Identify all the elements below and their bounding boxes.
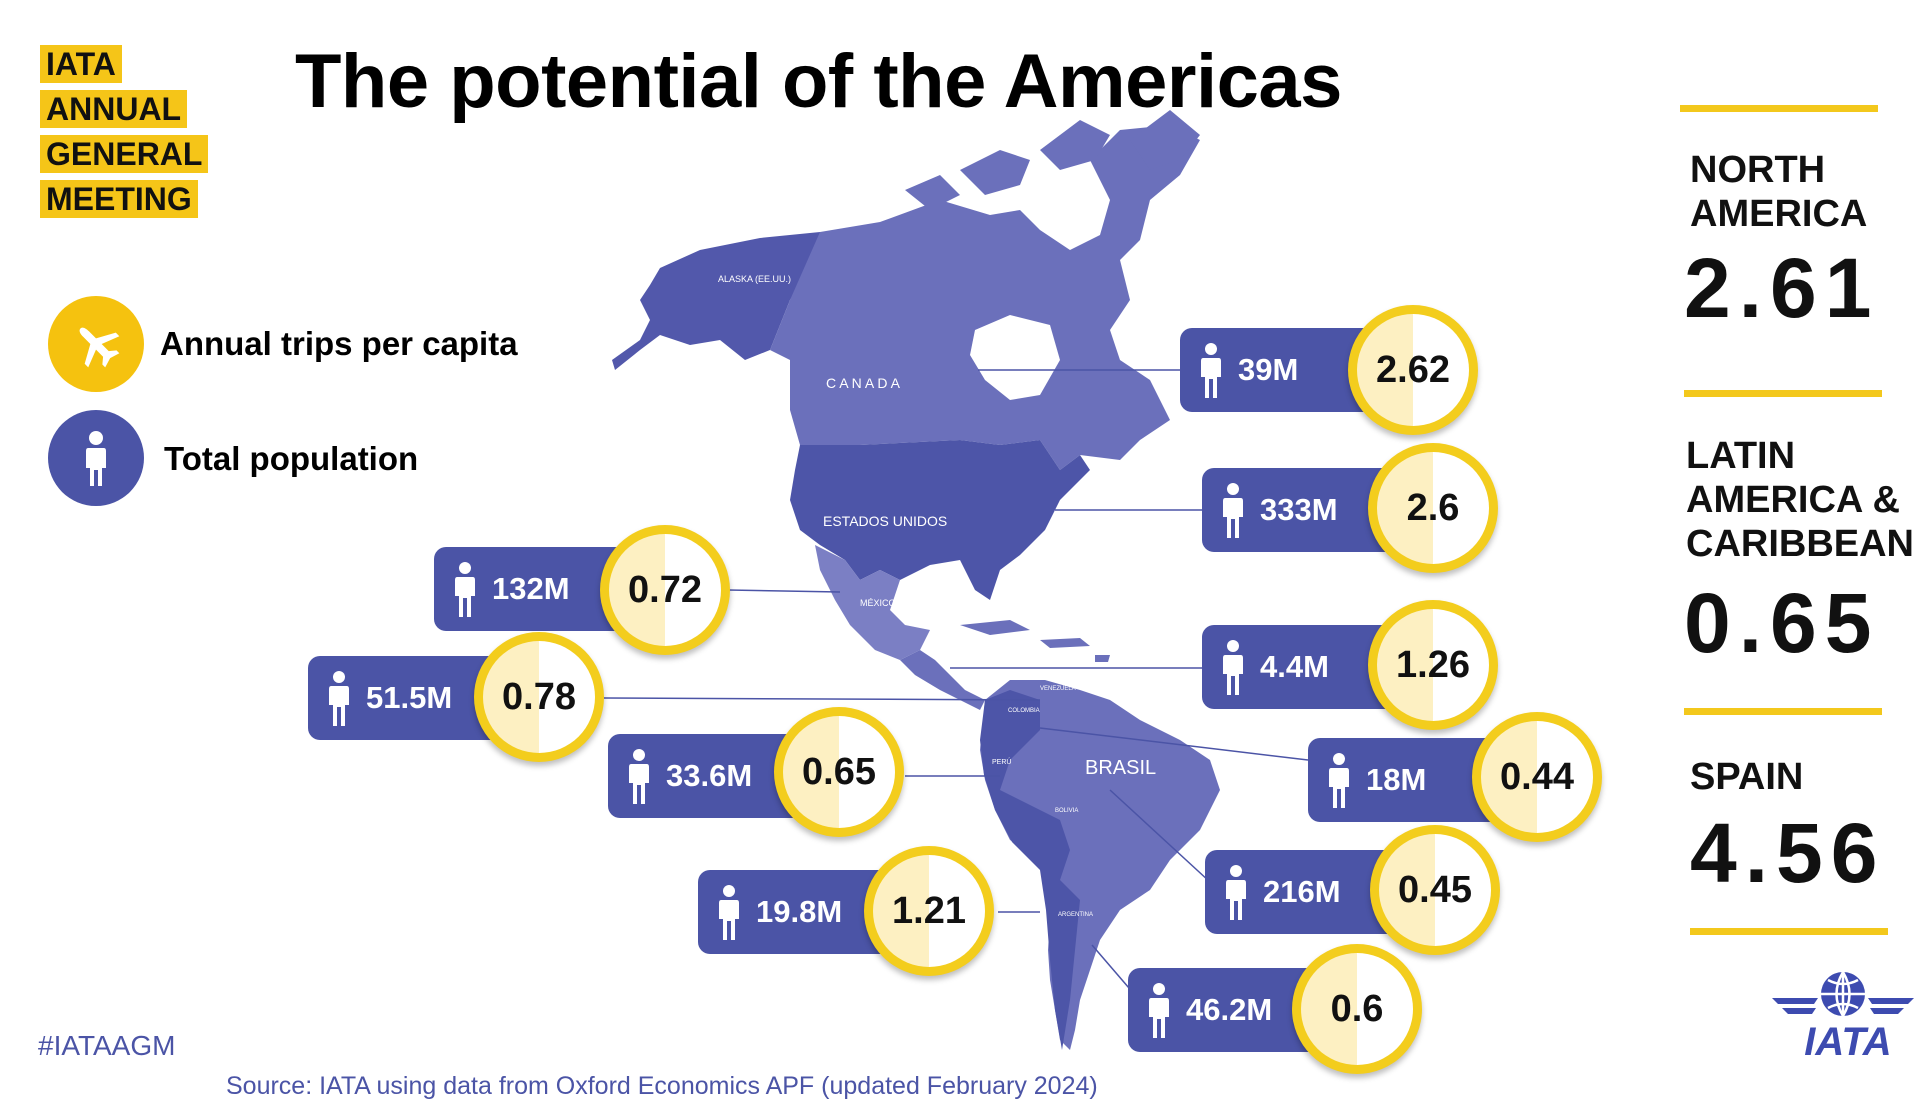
person-icon xyxy=(455,562,475,617)
trips-value: 2.6 xyxy=(1406,487,1460,529)
population-value: 216M xyxy=(1263,874,1341,909)
map-label-peru: PERÚ xyxy=(992,757,1011,766)
population-value: 4.4M xyxy=(1260,649,1329,684)
trips-value: 2.62 xyxy=(1376,349,1450,391)
agm-logo-line-3: GENERAL xyxy=(40,135,209,173)
page-title: The potential of the Americas xyxy=(295,39,1342,124)
population-value: 18M xyxy=(1366,762,1427,797)
person-icon xyxy=(48,410,144,506)
central-america-shape xyxy=(900,650,985,710)
hudson-bay-shape xyxy=(970,315,1060,400)
map-label-bolivia: BOLIVIA xyxy=(1055,808,1078,814)
map-label-brasil: BRASIL xyxy=(1085,757,1156,779)
population-value: 51.5M xyxy=(366,680,453,715)
iata-logo: IATA xyxy=(1768,966,1918,1066)
map-label-mexico: MÉXICO xyxy=(860,598,896,608)
usa-shape xyxy=(790,440,1090,600)
person-icon xyxy=(329,671,349,726)
region-name: LATIN xyxy=(1686,435,1796,477)
agm-logo-line-2: ANNUAL xyxy=(40,90,188,128)
agm-logo-line-4: MEETING xyxy=(40,180,198,218)
trips-value: 1.21 xyxy=(892,890,966,932)
legend-population-label: Total population xyxy=(164,440,419,477)
map-label-canada: C A N A D A xyxy=(826,375,901,391)
iata-logo-text: IATA xyxy=(1804,1020,1892,1064)
canada-shape xyxy=(770,125,1200,470)
map-label-venezuela: VENEZUELA xyxy=(1040,686,1076,692)
globe-icon xyxy=(1772,971,1914,1017)
andes-shape xyxy=(980,690,1080,1050)
hashtag: #IATAAGM xyxy=(38,1030,176,1061)
trips-value: 0.65 xyxy=(802,751,876,793)
trips-value: 0.72 xyxy=(628,569,702,611)
map-label-argentina: ARGENTINA xyxy=(1058,912,1093,918)
trips-value: 0.45 xyxy=(1398,869,1472,911)
population-value: 33.6M xyxy=(666,758,753,793)
population-value: 19.8M xyxy=(756,894,843,929)
divider xyxy=(1680,105,1878,112)
region-name: NORTH xyxy=(1690,149,1826,191)
region-name: CARIBBEAN xyxy=(1686,523,1914,565)
divider xyxy=(1684,390,1882,397)
trips-value: 0.44 xyxy=(1500,756,1574,798)
divider xyxy=(1690,928,1888,935)
source-note: Source: IATA using data from Oxford Econ… xyxy=(226,1072,1098,1100)
region-value: 4.56 xyxy=(1690,806,1886,900)
map-label-alaska: ALASKA (EE.UU.) xyxy=(718,274,791,284)
region-value: 2.61 xyxy=(1684,241,1880,335)
arctic-islands-shape xyxy=(905,110,1200,210)
person-icon xyxy=(1149,983,1169,1038)
connector-lines xyxy=(603,369,1309,996)
trips-value: 0.78 xyxy=(502,676,576,718)
map-label-colombia: COLOMBIA xyxy=(1008,708,1040,714)
region-name: AMERICA xyxy=(1690,193,1868,235)
trips-value: 1.26 xyxy=(1396,644,1470,686)
person-icon xyxy=(1329,753,1349,808)
person-icon xyxy=(629,749,649,804)
alaska-shape xyxy=(612,232,830,370)
trips-value: 0.6 xyxy=(1330,988,1384,1030)
person-icon xyxy=(1226,865,1246,920)
population-value: 333M xyxy=(1260,492,1338,527)
person-icon xyxy=(719,885,739,940)
agm-logo-line-1: IATA xyxy=(40,45,122,83)
region-name: SPAIN xyxy=(1690,756,1804,798)
legend-trips-label: Annual trips per capita xyxy=(160,325,518,362)
population-value: 132M xyxy=(492,571,570,606)
person-icon xyxy=(1223,483,1243,538)
population-value: 39M xyxy=(1238,352,1299,387)
person-icon xyxy=(1223,640,1243,695)
south-america-shape xyxy=(980,680,1220,1050)
caribbean-shape xyxy=(960,620,1110,662)
map-label-usa: ESTADOS UNIDOS xyxy=(823,513,947,529)
region-value: 0.65 xyxy=(1684,576,1880,670)
mexico-shape xyxy=(815,545,930,660)
population-value: 46.2M xyxy=(1186,992,1273,1027)
plane-icon xyxy=(48,296,144,392)
region-name: AMERICA & xyxy=(1686,479,1900,521)
divider xyxy=(1684,708,1882,715)
person-icon xyxy=(1201,343,1221,398)
